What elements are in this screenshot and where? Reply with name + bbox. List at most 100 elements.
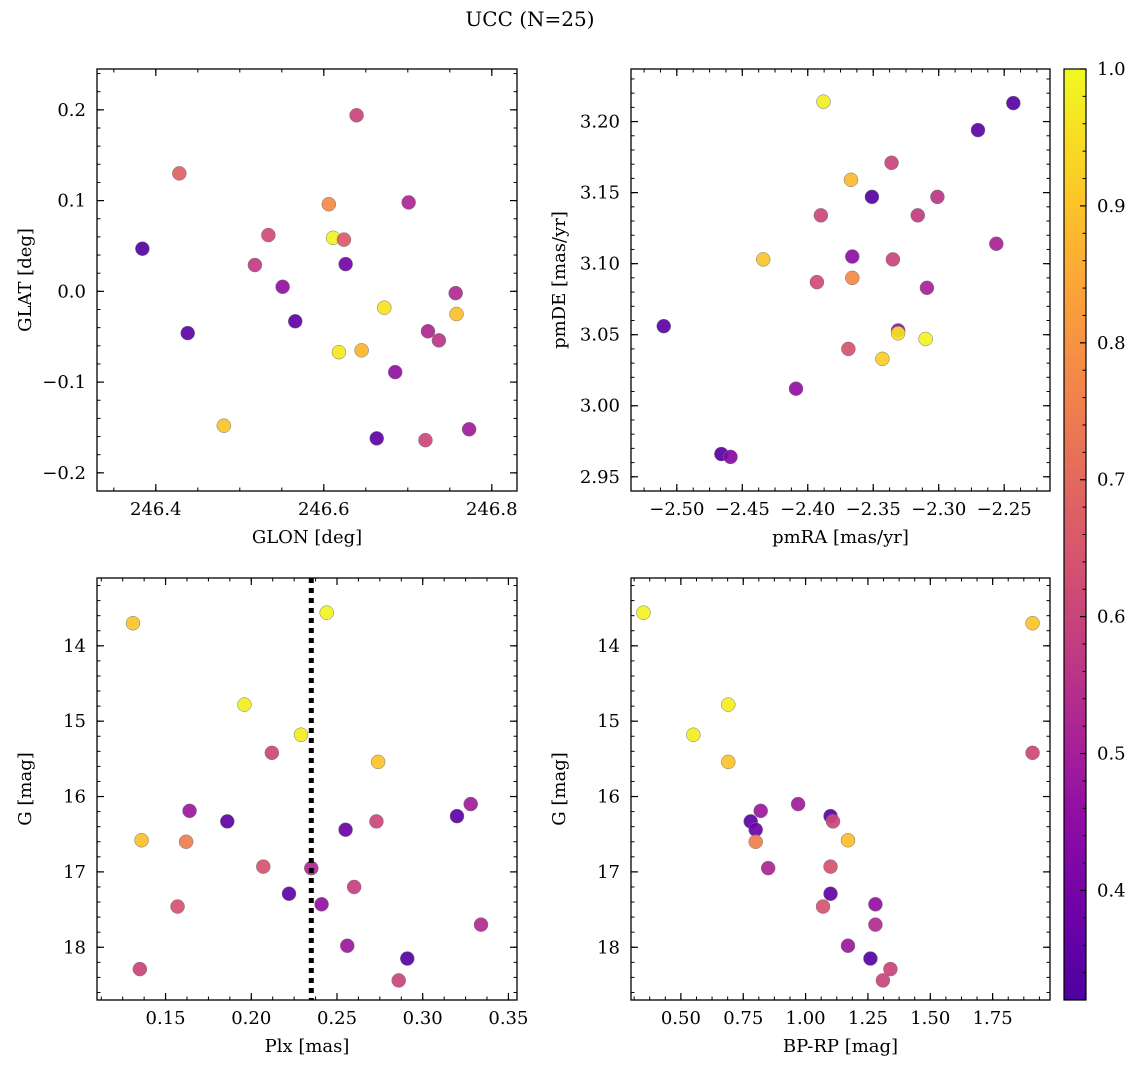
x-axis-label: GLON [deg] [252, 527, 362, 548]
data-point [910, 208, 926, 223]
x-tick-label: −2.40 [780, 499, 835, 520]
data-point [813, 208, 829, 223]
data-point [180, 325, 195, 341]
y-tick-label: 2.95 [580, 467, 620, 488]
x-tick-label: 0.30 [403, 1008, 443, 1029]
data-point [989, 236, 1004, 252]
y-tick-label: 0.2 [57, 100, 86, 121]
scatter-panel-4: 0.50 0.75 1.00 1.25 1.50 1.75 14 15 16 17 18 BP-RP … [549, 577, 1051, 1057]
data-point [845, 270, 860, 286]
data-point [863, 951, 878, 966]
data-point [825, 814, 841, 829]
data-point [686, 727, 701, 742]
colorbar: 0.4 0.5 0.6 0.7 0.8 0.9 1.0 [1063, 59, 1126, 1001]
data-point [868, 897, 883, 912]
x-tick-label: −2.45 [715, 499, 770, 520]
colorbar-tick-label: 0.9 [1097, 196, 1126, 217]
data-point [220, 814, 235, 829]
data-point [418, 432, 433, 448]
data-point [216, 418, 232, 433]
x-tick-label: 1.50 [910, 1008, 950, 1029]
y-tick-label: −0.2 [42, 463, 86, 484]
data-point [314, 897, 329, 912]
x-tick-label: −2.35 [846, 499, 901, 520]
data-point [449, 808, 465, 824]
data-point [247, 257, 263, 273]
data-point [293, 727, 309, 742]
data-point [431, 333, 447, 348]
data-point [721, 697, 736, 712]
data-point [400, 951, 415, 966]
data-point [816, 94, 831, 109]
data-point [420, 324, 436, 339]
data-point [369, 431, 384, 446]
data-point [264, 745, 280, 761]
y-tick-label: 3.20 [580, 112, 620, 133]
data-point [841, 341, 856, 357]
colorbar-tick-label: 0.8 [1097, 333, 1126, 354]
x-tick-label: 1.75 [973, 1008, 1013, 1029]
colorbar-tick-label: 0.4 [1097, 880, 1126, 901]
y-tick-label: 3.10 [580, 254, 620, 275]
colorbar-tick-label: 1.0 [1097, 59, 1126, 80]
data-point [1025, 745, 1040, 761]
y-axis-label: GLAT [deg] [15, 228, 36, 332]
data-point [656, 318, 671, 334]
x-axis-label: pmRA [mas/yr] [772, 527, 909, 548]
data-point [346, 879, 362, 895]
y-axis-label: G [mag] [549, 752, 570, 825]
y-tick-label: −0.1 [42, 372, 86, 393]
x-tick-label: 0.20 [231, 1008, 271, 1029]
data-point [354, 343, 369, 358]
data-point [823, 886, 838, 901]
x-tick-label: 0.50 [661, 1008, 701, 1029]
data-point [125, 615, 141, 631]
data-point [885, 252, 901, 267]
y-tick-label: 17 [63, 862, 86, 883]
x-tick-label: −2.25 [977, 499, 1032, 520]
x-tick-label: 0.15 [146, 1008, 186, 1029]
y-tick-label: 0.0 [57, 281, 86, 302]
data-point [338, 256, 353, 272]
x-tick-label: −2.50 [649, 499, 704, 520]
data-point [275, 279, 290, 295]
scatter-panel-3: 0.15 0.20 0.25 0.30 0.35 14 15 16 17 18 Plx [mas] G… [15, 577, 528, 1057]
x-tick-label: 246.4 [130, 499, 182, 520]
x-tick-label: 246.6 [298, 499, 350, 520]
y-tick-label: 0.1 [57, 191, 86, 212]
y-tick-label: 18 [597, 937, 620, 958]
data-point [760, 860, 776, 876]
data-point [461, 422, 477, 437]
x-axis-label: BP-RP [mag] [783, 1036, 898, 1057]
data-point [287, 314, 303, 329]
data-point [387, 364, 403, 380]
data-point [370, 754, 386, 770]
data-point [840, 832, 856, 848]
data-point [336, 232, 352, 247]
data-point [755, 252, 771, 267]
colorbar-tick-label: 0.6 [1097, 607, 1126, 628]
axes-frame [96, 577, 518, 1001]
data-point [636, 605, 651, 620]
y-tick-label: 17 [597, 862, 620, 883]
x-tick-label: 0.35 [488, 1008, 528, 1029]
data-point [970, 122, 986, 138]
data-point [319, 605, 334, 620]
x-tick-label: −2.30 [911, 499, 966, 520]
data-point [788, 381, 804, 396]
data-point [134, 832, 149, 848]
x-tick-label: 1.00 [786, 1008, 826, 1029]
y-tick-label: 15 [597, 711, 620, 732]
data-point [473, 917, 489, 932]
figure-title: UCC (N=25) [465, 7, 594, 31]
y-tick-label: 14 [63, 636, 86, 657]
axes-frame [630, 577, 1051, 1001]
data-point [338, 822, 353, 837]
data-point [753, 803, 768, 819]
axes-frame [96, 68, 518, 492]
data-point [377, 300, 392, 315]
y-tick-label: 16 [63, 787, 86, 808]
data-point [875, 351, 890, 367]
data-point [840, 938, 856, 953]
data-point [884, 155, 899, 171]
